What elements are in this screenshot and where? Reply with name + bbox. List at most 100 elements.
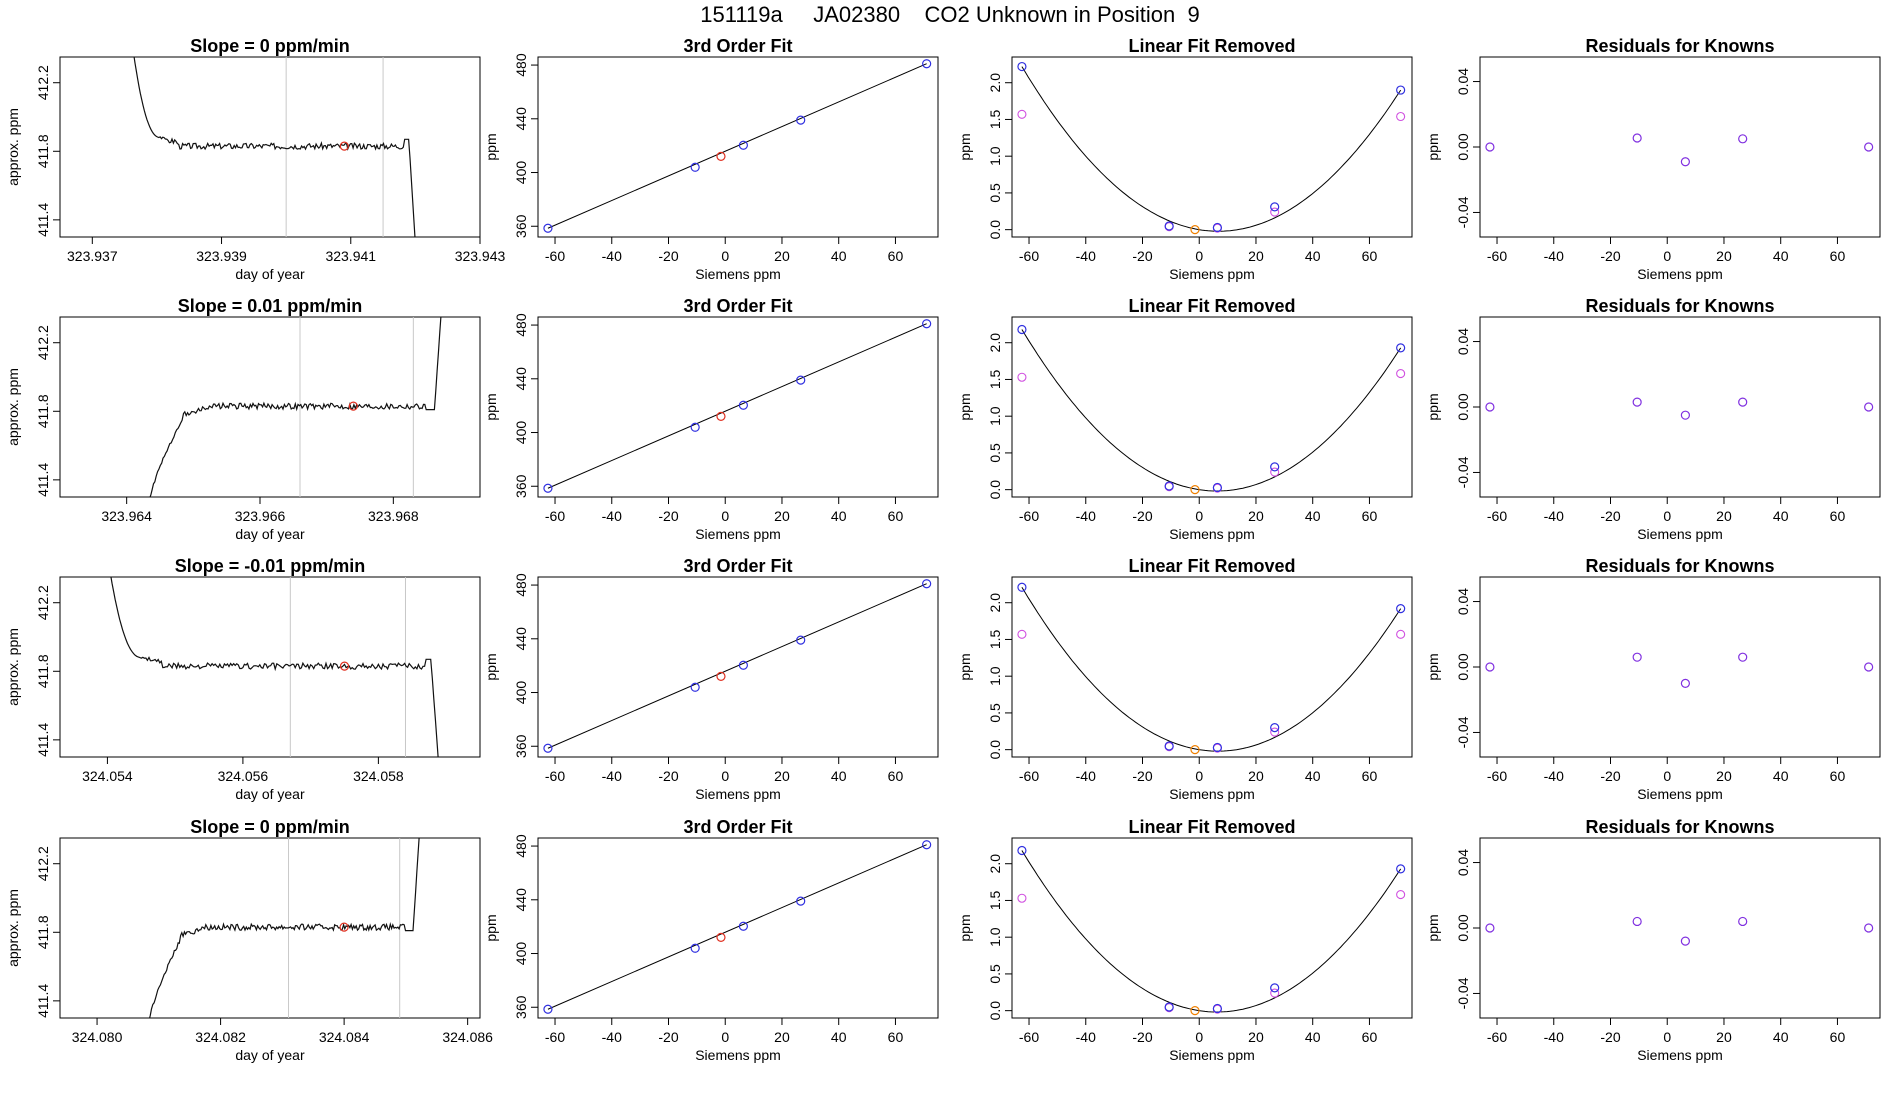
y-axis-label: approx. ppm [5, 628, 21, 706]
known-point [1680, 410, 1690, 420]
x-axis-label: day of year [235, 266, 305, 282]
x-tick-label: 40 [1305, 248, 1321, 264]
x-tick-label: -20 [1132, 1029, 1152, 1045]
x-tick-label: 20 [1716, 1029, 1732, 1045]
x-tick-label: 323.941 [325, 248, 376, 264]
x-tick-label: -20 [1600, 248, 1620, 264]
y-tick-label: 480 [513, 53, 529, 77]
y-tick-label: 412.2 [35, 585, 51, 620]
x-axis-label: Siemens ppm [1637, 266, 1723, 282]
y-tick-label: 0.04 [1455, 328, 1471, 355]
x-tick-label: 60 [1830, 768, 1846, 784]
mean-marker [339, 922, 349, 932]
plot-frame [537, 316, 939, 498]
x-tick-label: 40 [1773, 1029, 1789, 1045]
known-point [1396, 343, 1406, 353]
y-tick-label: 411.8 [35, 134, 51, 168]
y-axis-label: approx. ppm [5, 368, 21, 446]
plot-frame [1011, 316, 1413, 498]
known-point [1680, 678, 1690, 688]
x-tick-label: 323.966 [235, 508, 286, 524]
y-axis-label: ppm [957, 393, 973, 420]
y-axis-label: approx. ppm [5, 108, 21, 186]
y-tick-label: 360 [513, 734, 529, 758]
known-point [1017, 324, 1027, 335]
panel-title: Residuals for Knowns [1585, 817, 1774, 837]
panel-r1-c2: Linear Fit Removed -60 -40 -20 0 20 40 60 Siemen… [957, 296, 1413, 542]
x-tick-label: 323.968 [368, 508, 419, 524]
known-point [1738, 134, 1748, 144]
y-axis-label: ppm [483, 653, 499, 680]
panel-r1-c3: Residuals for Knowns -60 -40 -20 0 20 40 60 Siem… [1425, 296, 1881, 542]
y-tick-label: -0.04 [1455, 716, 1471, 748]
plot-area [543, 59, 932, 233]
y-tick-label: -0.04 [1455, 977, 1471, 1009]
x-tick-label: 20 [1716, 768, 1732, 784]
x-tick-label: 0 [1663, 768, 1671, 784]
x-tick-label: 323.964 [101, 508, 152, 524]
x-axis-label: Siemens ppm [695, 266, 781, 282]
x-tick-label: 0 [1195, 768, 1203, 784]
fit-line [547, 844, 927, 1010]
x-axis-label: Siemens ppm [1169, 786, 1255, 802]
x-tick-label: 60 [888, 1029, 904, 1045]
x-tick-label: -60 [1019, 1029, 1039, 1045]
y-tick-label: 2.0 [987, 854, 1003, 874]
alt-point [1270, 467, 1280, 477]
y-tick-label: 0.00 [1455, 133, 1471, 160]
panel-title: 3rd Order Fit [683, 817, 792, 837]
x-tick-label: 60 [1830, 248, 1846, 264]
y-tick-label: 1.5 [987, 630, 1003, 650]
alt-point [1017, 629, 1027, 639]
x-tick-label: 20 [1248, 248, 1264, 264]
x-tick-label: 60 [1362, 768, 1378, 784]
known-point [1864, 662, 1874, 672]
x-tick-label: -40 [1544, 248, 1564, 264]
fit-line [547, 63, 927, 229]
y-axis-label: ppm [483, 393, 499, 420]
panel-title: Residuals for Knowns [1585, 296, 1774, 316]
y-axis-label: ppm [957, 653, 973, 680]
x-tick-label: -60 [1487, 248, 1507, 264]
y-tick-label: 400 [513, 421, 529, 445]
unknown-point [1190, 225, 1200, 235]
y-tick-label: 480 [513, 313, 529, 337]
x-tick-label: 60 [1830, 1029, 1846, 1045]
x-tick-label: 20 [1248, 508, 1264, 524]
known-point [1212, 742, 1222, 753]
panel-r0-c2: Linear Fit Removed -60 -40 -20 0 20 40 60 Siemen… [957, 36, 1413, 282]
x-tick-label: -20 [1132, 768, 1152, 784]
y-tick-label: 411.4 [35, 463, 51, 497]
y-tick-label: 411.4 [35, 984, 51, 1018]
panel-r3-c0: Slope = 0 ppm/min 324.080 324.082 324.084 32… [5, 817, 493, 1063]
x-tick-label: 40 [1305, 508, 1321, 524]
plot-frame [1011, 56, 1413, 238]
y-tick-label: 0.04 [1455, 68, 1471, 95]
panel-r2-c3: Residuals for Knowns -60 -40 -20 0 20 40 60 Siem… [1425, 556, 1881, 802]
plot-area [1485, 916, 1874, 946]
known-point [1164, 221, 1174, 231]
x-tick-label: 20 [1716, 508, 1732, 524]
known-point [1017, 582, 1027, 592]
known-point [690, 943, 700, 953]
x-tick-label: -60 [545, 248, 565, 264]
y-axis-label: ppm [1425, 914, 1441, 941]
known-point [796, 635, 806, 645]
panel-title: Slope = -0.01 ppm/min [175, 556, 366, 576]
alt-point [1270, 727, 1280, 737]
panel-title: 3rd Order Fit [683, 36, 792, 56]
known-point [796, 375, 806, 385]
alt-point [1270, 988, 1280, 998]
x-tick-label: 60 [888, 248, 904, 264]
x-axis-label: Siemens ppm [1637, 526, 1723, 542]
panel-r0-c0: Slope = 0 ppm/min 323.937 323.939 323.941 32… [5, 36, 506, 282]
fit-curve [1021, 850, 1402, 1013]
x-axis-label: Siemens ppm [695, 526, 781, 542]
y-tick-label: 360 [513, 474, 529, 498]
x-tick-label: -60 [545, 1029, 565, 1045]
x-axis-label: Siemens ppm [1169, 266, 1255, 282]
y-tick-label: 0.0 [987, 220, 1003, 240]
y-tick-label: 1.0 [987, 666, 1003, 686]
plot-frame [59, 576, 481, 758]
